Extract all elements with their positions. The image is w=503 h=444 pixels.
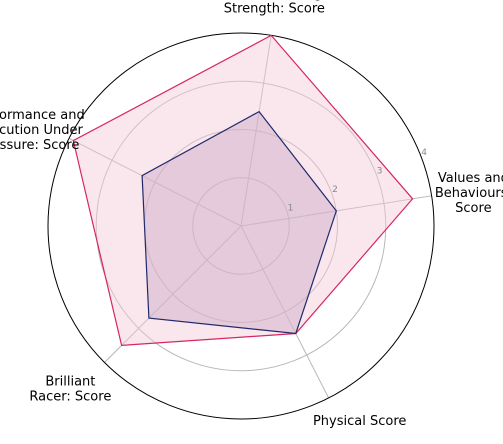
axis-label-line: Racer: Score (29, 390, 111, 405)
axis-label-line: Score (455, 201, 491, 216)
axis-label-line: Physical Score (313, 414, 406, 429)
radial-tick-label: 4 (421, 148, 427, 158)
axis-label: Physical Score (313, 414, 406, 429)
radial-tick-label: 2 (332, 185, 338, 195)
axis-label: Brilliant Racer: Score (29, 375, 111, 405)
axis-label-line: Brilliant (45, 375, 95, 390)
axis-label-line: Pressure: Score (0, 138, 79, 153)
radial-tick-label: 1 (288, 204, 294, 214)
axis-label-line: Behaviours: (435, 186, 503, 201)
axis-label: Medal WinningStrength: Score (224, 0, 325, 17)
radial-tick-label: 3 (377, 167, 383, 177)
axis-label-line: Strength: Score (224, 2, 325, 17)
axis-label-line: Execution Under (0, 123, 84, 138)
axis-label-line: Values and (438, 171, 503, 186)
axis-label-line: Performance and (0, 108, 85, 123)
axis-label: Performance andExecution UnderPressure: … (0, 108, 85, 153)
radar-series (73, 35, 412, 345)
axis-label: Values andBehaviours:Score (435, 171, 503, 216)
